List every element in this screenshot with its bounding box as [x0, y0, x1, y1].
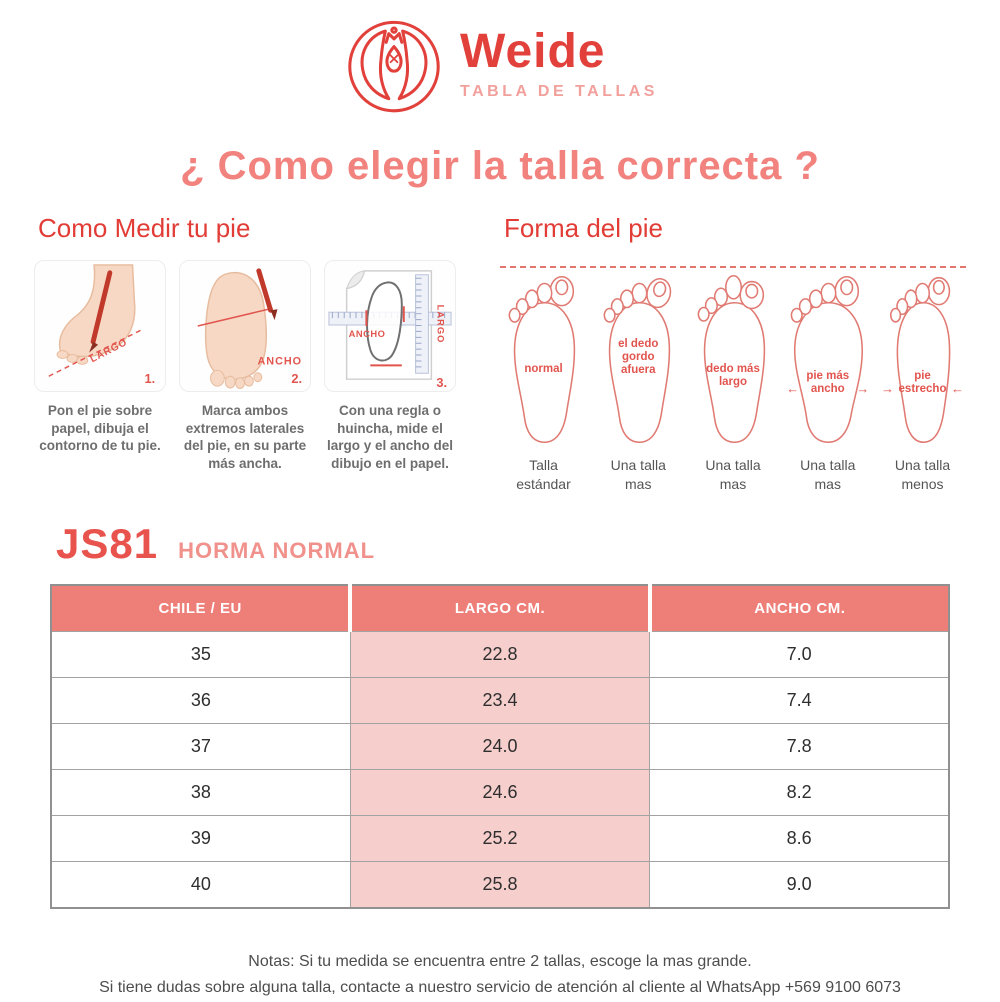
foot-shape-big-toe-out: el dedo gordo afuera Una talla mas [595, 268, 682, 494]
arrow-left-icon: ← [951, 380, 964, 396]
notes-line-1: Notas: Si tu medida se encuentra entre 2… [248, 952, 752, 970]
model-heading: JS81 HORMA NORMAL [0, 520, 1000, 568]
measure-steps: LARGO 1. ANCHO [34, 260, 472, 392]
largo-cell: 23.4 [349, 676, 651, 724]
foot-shape-label: pie más ancho [806, 369, 850, 395]
table-row: 38 24.6 8.2 [50, 768, 950, 816]
measure-step-3: ANCHO LARGO 3. [324, 260, 456, 392]
step-caption-3: Con una regla o huincha, mide el largo y… [326, 403, 454, 471]
largo-cell: 22.8 [349, 630, 651, 678]
foot-shape-section: Forma del pie norma [500, 213, 966, 494]
notes-line-2: Si tiene dudas sobre alguna talla, conta… [99, 979, 901, 997]
largo-label: LARGO [435, 305, 445, 344]
largo-cell: 24.0 [349, 722, 651, 770]
size-cell: 38 [50, 768, 351, 816]
ancho-cell: 7.4 [649, 676, 950, 724]
arrow-left-icon: ← [786, 380, 800, 396]
size-cell: 37 [50, 722, 351, 770]
measure-step-2: ANCHO 2. [179, 260, 311, 392]
largo-cell: 25.2 [349, 814, 651, 862]
largo-cell: 24.6 [349, 768, 651, 816]
table-row: 40 25.8 9.0 [50, 860, 950, 909]
brand-logo-icon [348, 20, 440, 113]
step-number: 3. [436, 375, 447, 390]
measure-heading: Como Medir tu pie [38, 213, 251, 243]
foot-shape-label: pie estrecho [898, 369, 947, 395]
step-caption-1: Pon el pie sobre papel, dibuja el contor… [39, 403, 161, 454]
step-number: 2. [291, 371, 302, 386]
arrow-right-icon: → [881, 380, 894, 396]
size-cell: 39 [50, 814, 351, 862]
size-cell: 35 [50, 630, 351, 678]
brand-tagline: TABLA DE TALLAS [460, 82, 658, 100]
ancho-cell: 9.0 [649, 860, 950, 909]
measure-step-1: LARGO 1. [34, 260, 166, 392]
foot-shape-caption: Una talla mas [705, 457, 761, 492]
foot-shape-heading: Forma del pie [504, 213, 663, 243]
content-columns: Como Medir tu pie LARGO 1. [0, 213, 1000, 494]
model-last-type: HORMA NORMAL [178, 537, 376, 563]
foot-shape-longer-toe: dedo más largo Una talla mas [690, 268, 777, 494]
size-cell: 40 [50, 860, 351, 909]
page-title: ¿ Como elegir la talla correcta ? [180, 144, 820, 188]
table-row: 39 25.2 8.6 [50, 814, 950, 862]
measure-step-3-illustration-icon: ANCHO LARGO 3. [328, 270, 452, 390]
table-row: 37 24.0 7.8 [50, 722, 950, 770]
largo-cell: 25.8 [349, 860, 651, 909]
foot-outline-icon [508, 275, 576, 443]
size-cell: 36 [50, 676, 351, 724]
column-header-largo: LARGO CM. [348, 584, 650, 632]
foot-shape-normal: normal Talla estándar [500, 268, 587, 494]
foot-shape-caption: Una talla mas [800, 457, 856, 492]
foot-shape-row: normal Talla estándar [500, 266, 966, 494]
foot-shape-caption: Una talla mas [610, 457, 666, 492]
ancho-label: ANCHO [257, 355, 302, 367]
size-table: CHILE / EU LARGO CM. ANCHO CM. 35 22.8 7… [50, 583, 950, 909]
column-header-ancho: ANCHO CM. [647, 584, 949, 632]
measure-step-2-illustration-icon: ANCHO 2. [197, 268, 302, 390]
brand-name: Weide [460, 24, 606, 78]
foot-shape-wide: pie más ancho ← → Una talla mas [784, 268, 871, 494]
measure-section: Como Medir tu pie LARGO 1. [34, 213, 472, 494]
step-number: 1. [144, 371, 155, 386]
foot-shape-label: dedo más largo [706, 362, 760, 389]
column-header-chile-eu: CHILE / EU [51, 584, 351, 632]
ancho-cell: 7.0 [649, 630, 950, 678]
ancho-label: ANCHO [349, 329, 386, 339]
foot-shape-caption: Una talla menos [894, 457, 951, 492]
foot-outline-icon [889, 276, 951, 443]
table-row: 35 22.8 7.0 [50, 630, 950, 678]
measure-step-1-illustration-icon: LARGO 1. [48, 264, 155, 386]
foot-shape-label: normal [524, 362, 563, 375]
arrow-right-icon: → [856, 380, 870, 396]
ancho-cell: 8.6 [649, 814, 950, 862]
foot-outline-icon [790, 275, 864, 443]
foot-shape-label: el dedo gordo afuera [618, 337, 659, 377]
size-table-header: CHILE / EU LARGO CM. ANCHO CM. [51, 584, 949, 632]
ancho-cell: 7.8 [649, 722, 950, 770]
measure-step-captions: Pon el pie sobre papel, dibuja el contor… [34, 402, 472, 472]
foot-shape-caption: Talla estándar [516, 457, 571, 492]
notes: Notas: Si tu medida se encuentra entre 2… [0, 949, 1000, 1002]
brand-header: Weide TABLA DE TALLAS [0, 0, 1000, 116]
model-name: JS81 [56, 519, 159, 567]
foot-outline-icon [697, 275, 765, 443]
ancho-cell: 8.2 [649, 768, 950, 816]
foot-shape-narrow: pie estrecho → ← Una talla menos [879, 268, 966, 494]
foot-outline-icon [603, 278, 671, 443]
table-row: 36 23.4 7.4 [50, 676, 950, 724]
step-caption-2: Marca ambos extremos laterales del pie, … [183, 403, 307, 471]
